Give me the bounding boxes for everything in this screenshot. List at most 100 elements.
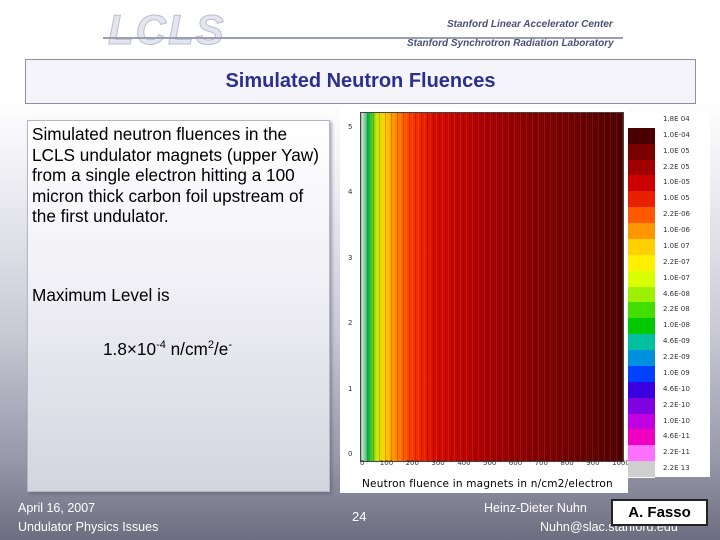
x-tick-label: 700: [534, 459, 548, 467]
colorbar-label: 4.6E-08: [663, 289, 690, 298]
colorbar-swatch: [628, 381, 655, 399]
colorbar-swatch: [628, 350, 655, 367]
colorbar-swatch: [628, 270, 655, 288]
lcls-logo: LCLS: [108, 6, 226, 54]
colorbar-row: 2.2E-09: [628, 350, 710, 367]
description-text: Simulated neutron fluences in the LCLS u…: [32, 124, 319, 226]
colorbar-row: 2.2E 05: [628, 159, 710, 177]
colorbar-swatch: [628, 127, 655, 145]
colorbar-label: 2.2E-07: [663, 257, 690, 266]
colorbar-swatch: [628, 445, 655, 463]
colorbar-row: 1.0E 07: [628, 238, 710, 256]
colorbar-row: 2.2E-07: [628, 254, 710, 272]
max-level-label: Maximum Level is: [32, 285, 170, 305]
colorbar-label: 4.6E-09: [663, 337, 690, 346]
colorbar-row: 1.0E-05: [628, 175, 710, 193]
x-tick-label: 300: [431, 459, 445, 467]
colorbar-swatch: [628, 334, 655, 352]
colorbar-row: 2.2E-10: [628, 397, 710, 415]
colorbar-label: 1.0E-06: [663, 226, 690, 235]
colorbar-row: 1.8E 04: [628, 112, 710, 129]
colorbar-row: 1.0E-06: [628, 223, 710, 240]
header-rule: [103, 37, 623, 39]
colorbar-label: 1.0E-08: [663, 321, 690, 330]
colorbar-label: 1.0E 07: [663, 241, 690, 250]
colorbar-row: 4.6E-08: [628, 286, 710, 304]
slide-title: Simulated Neutron Fluences: [225, 70, 496, 92]
footer-date: April 16, 2007: [18, 501, 96, 515]
colorbar-swatch: [628, 397, 655, 415]
colorbar-row: 2.2E 13: [628, 461, 710, 478]
colorbar-row: 4.6E-10: [628, 381, 710, 399]
x-tick-label: 100: [379, 459, 394, 467]
text-box: [27, 120, 330, 492]
colorbar-swatch: [628, 191, 655, 209]
colorbar-row: 1.0E-07: [628, 270, 710, 288]
colorbar-swatch: [628, 429, 655, 447]
page-number: 24: [352, 509, 367, 524]
x-axis-title: Neutron fluence in magnets in n/cm2/elec…: [362, 478, 613, 490]
x-tick-label: 200: [405, 459, 419, 467]
colorbar-row: 1.0E-04: [628, 127, 710, 145]
colorbar-swatch: [628, 143, 655, 161]
y-tick-label: 5: [348, 123, 353, 131]
colorbar-swatch: [628, 302, 655, 320]
colorbar-row: 1.0E-10: [628, 413, 710, 431]
x-tick-label: 500: [483, 459, 497, 467]
colorbar-swatch: [628, 365, 655, 383]
lab-name-ssrl: Stanford Synchrotron Radiation Laborator…: [407, 38, 614, 49]
colorbar-label: 2.2E-06: [663, 210, 690, 219]
x-tick-label: 600: [508, 459, 523, 467]
y-tick-label: 3: [348, 253, 353, 262]
colorbar-swatch: [628, 223, 655, 240]
colorbar-row: 1.0E 05: [628, 143, 710, 161]
colorbar-label: 1.0E-04: [663, 130, 690, 139]
x-tick-label: 0: [360, 459, 365, 467]
colorbar-label: 2.2E-11: [663, 448, 690, 457]
lab-name-slac: Stanford Linear Accelerator Center: [447, 19, 613, 30]
colorbar-label: 1.0E 05: [663, 146, 690, 155]
fluence-heatmap: [360, 112, 624, 462]
footer-author: Heinz-Dieter Nuhn: [484, 501, 587, 515]
colorbar-row: 2.2E 08: [628, 302, 710, 320]
colorbar-row: 1.0E 05: [628, 191, 710, 209]
colorbar-label: 1.0E-10: [663, 416, 690, 425]
colorbar-label: 2.2E-09: [663, 353, 690, 362]
colorbar-label: 1.8E 04: [663, 115, 690, 123]
colorbar-row: 4.6E-09: [628, 334, 710, 352]
y-tick-label: 2: [348, 319, 353, 328]
colorbar-row: 1.0E-08: [628, 318, 710, 336]
title-box: Simulated Neutron Fluences: [25, 59, 696, 104]
colorbar-swatch: [628, 254, 655, 272]
colorbar-swatch: [628, 461, 655, 478]
x-axis-ticks: 0 100 200 300 400 500 600 700 800 900 1000: [358, 459, 630, 469]
colorbar-swatch: [628, 318, 655, 336]
colorbar-label: 2.2E-10: [663, 400, 690, 409]
colorbar-label: 4.6E-11: [663, 432, 690, 441]
colorbar-legend: 1.8E 04 1.0E-04 1.0E 05 2.2E 05 1.0E-05 1.0E …: [628, 112, 710, 478]
colorbar-label: 1.0E 09: [663, 368, 690, 377]
colorbar-label: 1.0E-07: [663, 273, 690, 282]
colorbar-label: 1.0E 05: [663, 194, 690, 203]
colorbar-row: 2.2E-06: [628, 207, 710, 225]
footer-venue: Undulator Physics Issues: [18, 520, 159, 534]
x-tick-label: 400: [457, 459, 471, 467]
y-tick-label: 4: [348, 188, 353, 197]
max-level-value: 1.8×10-4 n/cm2/e-: [103, 339, 233, 359]
author-badge: A. Fasso: [611, 499, 708, 526]
colorbar-label: 1.0E-05: [663, 178, 690, 187]
colorbar-label: 4.6E-10: [663, 384, 690, 393]
x-tick-label: 1000: [612, 459, 630, 467]
colorbar-swatch: [628, 286, 655, 304]
colorbar-row: 4.6E-11: [628, 429, 710, 447]
colorbar-swatch: [628, 207, 655, 225]
colorbar-row: 2.2E-11: [628, 445, 710, 463]
y-tick-label: 0: [348, 450, 353, 458]
heatmap-streaks: [361, 113, 623, 461]
colorbar-swatch: [628, 159, 655, 177]
colorbar-label: 2.2E 05: [663, 162, 690, 171]
colorbar-label: 2.2E 08: [663, 305, 690, 314]
colorbar-label: 2.2E 13: [663, 464, 690, 473]
colorbar-swatch: [628, 112, 655, 129]
colorbar-swatch: [628, 238, 655, 256]
